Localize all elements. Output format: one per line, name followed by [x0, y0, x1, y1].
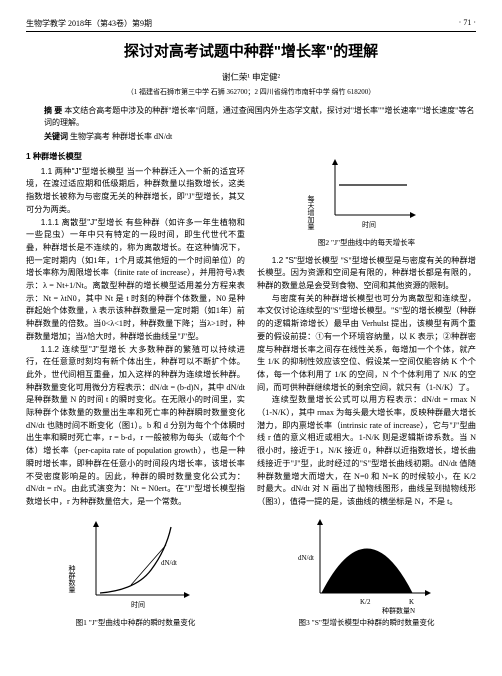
keywords-label: 关键词	[44, 132, 68, 141]
subhead-1-1: 1.1 两种"J"型增长模型	[41, 167, 125, 176]
fig3-xtick2: K	[409, 598, 414, 606]
header-right: · 71 ·	[459, 18, 476, 29]
fig1-caption: 图1 "J"型曲线中种群的瞬时数量变化	[26, 617, 245, 629]
left-column: 1 种群增长模型 1.1 两种"J"型增长模型 当一个种群迁入一个新的适宜环境，…	[26, 149, 245, 634]
fig3-xlabel: 种群数量N	[382, 606, 415, 615]
abstract-label: 摘 要	[44, 106, 62, 115]
fig3-xtick1: K/2	[360, 598, 371, 606]
figure-2: 每天增加量 时间 图2 "J"型曲线中的每天增长率	[257, 155, 476, 249]
fig1-curve-label: dN/dt	[161, 559, 177, 567]
para-1-1: 1.1 两种"J"型增长模型 当一个种群迁入一个新的适宜环境，在渡过适应期和低级…	[26, 166, 245, 217]
fig2-svg: 每天增加量 时间	[307, 155, 427, 235]
fig2-ylabel: 每天增加量	[307, 194, 315, 230]
header-left: 生物学教学 2018年（第43卷）第9期	[26, 18, 152, 29]
para-1-2: 1.2 "S"型增长模型 "S"型增长模型是与密度有关的种群增长模型。因为资源和…	[257, 255, 476, 293]
fig1-ylabel: 种群数量	[68, 564, 76, 593]
page: 生物学教学 2018年（第43卷）第9期 · 71 · 探讨对高考试题中种群"增…	[0, 0, 502, 652]
two-column-body: 1 种群增长模型 1.1 两种"J"型增长模型 当一个种群迁入一个新的适宜环境，…	[26, 149, 476, 634]
abstract-text: 本文结合高考题中涉及的种群"增长率"问题，通过查阅国内外生态学文献，探讨对"增长…	[44, 106, 474, 127]
para-1-1-2: 1.1.2 连续型"J"型增长 大多数种群的繁殖可以持续进行，在任意意时刻均有新…	[26, 344, 245, 509]
section-1: 1 种群增长模型	[26, 151, 245, 164]
fig3-svg: K/2 K dN/dt 种群数量N	[292, 515, 442, 615]
para-1-2c: 连续型数量增长公式可以用方程表示：dN/dt = rmax N（1-N/K），其…	[257, 394, 476, 508]
article-title: 探讨对高考试题中种群"增长率"的理解	[26, 40, 476, 61]
keywords-text: 生物学高考 种群增长率 dN/dt	[70, 132, 172, 141]
text-1-1-2: 大多数种群的繁殖可以持续进行，在任意意时刻均有新个体出生，种群可以不断扩个体。此…	[26, 345, 245, 506]
right-column: 每天增加量 时间 图2 "J"型曲线中的每天增长率 1.2 "S"型增长模型 "…	[257, 149, 476, 634]
fig1-xlabel: 时间	[131, 600, 145, 609]
authors: 谢仁荣¹ 申定健²	[26, 71, 476, 83]
keywords: 关键词 生物学高考 种群增长率 dN/dt	[44, 131, 476, 143]
figure-3: K/2 K dN/dt 种群数量N 图3 "S"型增长模型中种群的瞬时数量变化	[257, 515, 476, 629]
subhead-1-1-1: 1.1.1 离散型"J"型增长	[41, 218, 123, 227]
fig2-caption: 图2 "J"型曲线中的每天增长率	[257, 237, 476, 249]
fig1-svg: dN/dt 种群数量 时间	[66, 515, 206, 615]
figure-1: dN/dt 种群数量 时间 图1 "J"型曲线中种群的瞬时数量变化	[26, 515, 245, 629]
fig2-xlabel: 时间	[362, 220, 376, 229]
running-header: 生物学教学 2018年（第43卷）第9期 · 71 ·	[26, 18, 476, 32]
affiliation: （1 福建省石狮市第三中学 石狮 362700；2 四川省绵竹市南轩中学 绵竹 …	[26, 87, 476, 97]
fig3-ylabel: dN/dt	[298, 554, 314, 562]
abstract: 摘 要 本文结合高考题中涉及的种群"增长率"问题，通过查阅国内外生态学文献，探讨…	[44, 105, 476, 129]
para-1-2b: 与密度有关的种群增长模型也可分为离散型和连续型，本文仅讨论连续型的"S"型增长模…	[257, 293, 476, 395]
para-1-1-1: 1.1.1 离散型"J"型增长 有些种群（如许多一年生植物和一些昆虫）一年中只有…	[26, 217, 245, 344]
fig3-caption: 图3 "S"型增长模型中种群的瞬时数量变化	[257, 617, 476, 629]
text-1-1-1: 有些种群（如许多一年生植物和一些昆虫）一年中只有特定的一段时间，即生代世代不重叠…	[26, 218, 245, 341]
subhead-1-1-2: 1.1.2 连续型"J"型增长	[41, 345, 127, 354]
subhead-1-2: 1.2 "S"型增长模型	[272, 256, 339, 265]
